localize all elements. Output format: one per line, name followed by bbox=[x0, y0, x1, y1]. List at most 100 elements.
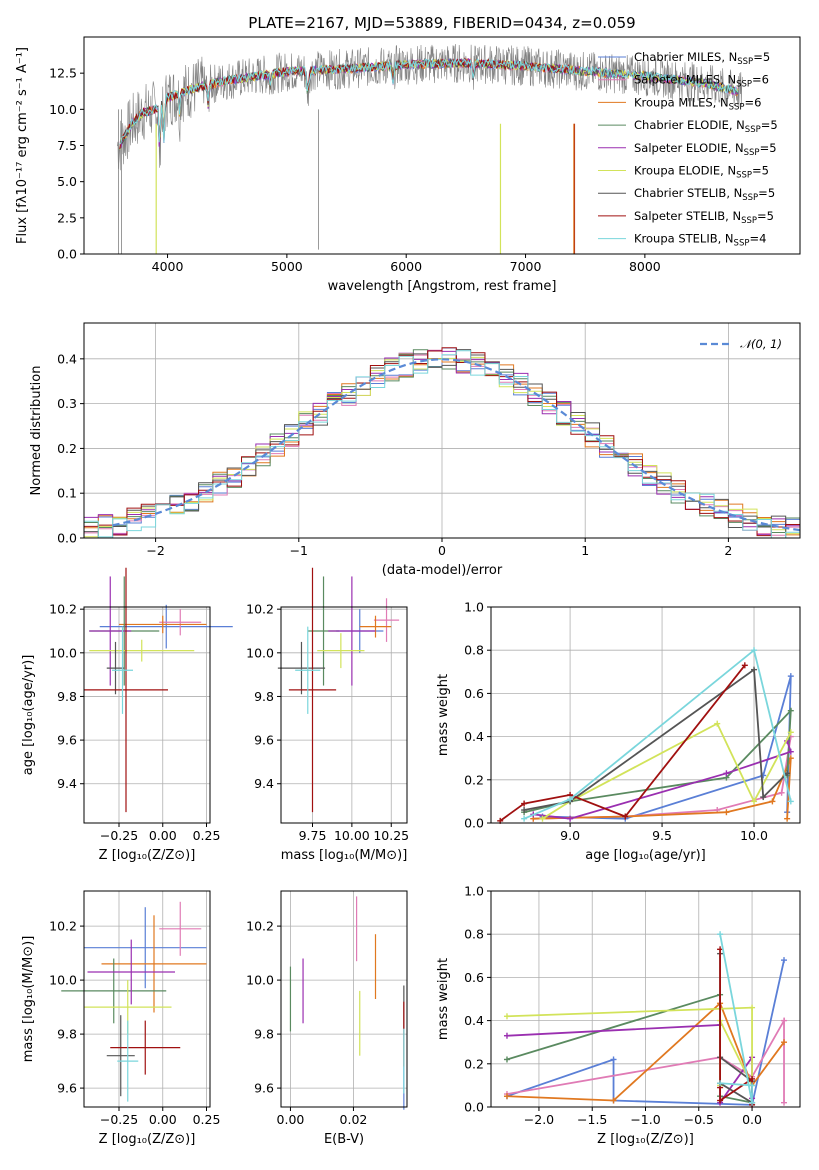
legend-eq: = bbox=[760, 141, 770, 155]
mass-weight-line bbox=[499, 664, 746, 822]
x-tick-label: 10.0 bbox=[740, 828, 768, 843]
legend-sep: , N bbox=[720, 164, 736, 178]
panel-spectrum: 4000 5000 6000 7000 8000 0.0 2.5 5.0 7.5 10.0 12.5… bbox=[15, 14, 801, 294]
y-tick-label: 9.8 bbox=[57, 1027, 77, 1042]
legend-nssp: 5 bbox=[768, 186, 775, 200]
y-tick-label: 1.0 bbox=[464, 600, 484, 615]
legend-sep: , N bbox=[729, 118, 745, 132]
legend-label: Kroupa STELIB, NSSP=4 bbox=[634, 232, 766, 249]
legend-label: Salpeter ELODIE, NSSP=5 bbox=[634, 141, 777, 158]
legend-model: Chabrier ELODIE bbox=[634, 118, 729, 132]
x-tick-label: 6000 bbox=[390, 259, 422, 274]
legend-label: Kroupa MILES, NSSP=6 bbox=[634, 95, 761, 112]
mass-weight-line bbox=[523, 648, 792, 820]
y-tick-label: 9.6 bbox=[254, 733, 274, 748]
y-tick-label: 9.8 bbox=[254, 689, 274, 704]
legend-sub: SSP bbox=[736, 80, 752, 90]
x-tick-label: 0.00 bbox=[149, 828, 177, 843]
legend-label: Kroupa ELODIE, NSSP=5 bbox=[634, 164, 769, 181]
y-axis-label: mass weight bbox=[436, 674, 451, 756]
x-tick-label: −0.25 bbox=[100, 1112, 138, 1127]
normal-curve bbox=[112, 358, 801, 532]
x-axis-label: age [log₁₀(age/yr)] bbox=[585, 848, 706, 863]
mass-weight-line bbox=[719, 934, 753, 1103]
y-axis-label: age [log₁₀(age/yr)] bbox=[21, 655, 36, 776]
y-tick-label: 0.0 bbox=[464, 1100, 484, 1115]
x-axis-label: wavelength [Angstrom, rest frame] bbox=[328, 279, 557, 294]
legend-model: Kroupa MILES bbox=[634, 95, 713, 109]
y-tick-label: 1.0 bbox=[464, 884, 484, 899]
y-tick-label: 0.6 bbox=[464, 970, 484, 985]
x-tick-label: 0.02 bbox=[340, 1112, 368, 1127]
x-tick-label: 0.00 bbox=[277, 1112, 305, 1127]
mass-weight-line bbox=[533, 757, 792, 820]
y-tick-label: 0.3 bbox=[57, 396, 77, 411]
legend-nssp: 5 bbox=[763, 50, 770, 64]
x-tick-label: −1.5 bbox=[577, 1112, 607, 1127]
legend-eq: = bbox=[753, 50, 763, 64]
x-tick-label: −1 bbox=[290, 543, 308, 558]
y-tick-label: 10.2 bbox=[49, 919, 77, 934]
y-axis-label: Normed distribution bbox=[29, 366, 44, 496]
panel-age_vs_mass: 9.75 10.00 10.25 9.4 9.6 9.8 10.0 10.2 mass [log… bbox=[246, 567, 409, 863]
axes-frame bbox=[280, 890, 408, 1108]
y-tick-label: 0.8 bbox=[464, 643, 484, 658]
y-tick-label: 0.2 bbox=[464, 1056, 484, 1071]
x-axis-label: mass [log₁₀(M/M⊙)] bbox=[281, 848, 408, 863]
y-tick-label: 0.4 bbox=[464, 1013, 484, 1028]
legend-eq: = bbox=[758, 186, 768, 200]
x-tick-label: 0.25 bbox=[193, 828, 221, 843]
y-tick-label: 0.8 bbox=[464, 927, 484, 942]
legend-sub: SSP bbox=[745, 125, 761, 135]
legend-sep: , N bbox=[726, 186, 742, 200]
y-tick-label: 9.6 bbox=[254, 1081, 274, 1096]
x-tick-label: −0.25 bbox=[100, 828, 138, 843]
mass-weight-line bbox=[523, 708, 792, 814]
axes-frame bbox=[83, 890, 211, 1108]
mass-weight-line bbox=[542, 722, 792, 820]
panel-age_vs_z: −0.25 0.00 0.25 9.4 9.6 9.8 10.0 10.2 Z [log₁₀(Z… bbox=[21, 567, 233, 863]
x-tick-label: −0.5 bbox=[684, 1112, 714, 1127]
x-tick-label: 7000 bbox=[510, 259, 542, 274]
x-tick-label: 8000 bbox=[629, 259, 661, 274]
x-tick-label: −2 bbox=[146, 543, 164, 558]
legend-eq: = bbox=[752, 73, 762, 87]
legend-sep: , N bbox=[713, 95, 729, 109]
y-tick-label: 0.1 bbox=[57, 486, 77, 501]
y-tick-label: 0.4 bbox=[464, 729, 484, 744]
x-tick-label: 10.25 bbox=[373, 828, 409, 843]
legend-sep: , N bbox=[728, 141, 744, 155]
legend-model: Salpeter MILES bbox=[634, 73, 720, 87]
legend-nssp: 4 bbox=[759, 232, 766, 246]
legend-nssp: 5 bbox=[769, 141, 776, 155]
legend-label: Salpeter STELIB, NSSP=5 bbox=[634, 209, 774, 226]
x-tick-label: 1 bbox=[581, 543, 589, 558]
y-tick-label: 10.0 bbox=[49, 645, 77, 660]
y-tick-label: 10.0 bbox=[246, 645, 274, 660]
legend-model: Chabrier MILES bbox=[634, 50, 721, 64]
y-tick-label: 0.0 bbox=[464, 816, 484, 831]
legend-sub: SSP bbox=[736, 171, 752, 181]
legend-nssp: 6 bbox=[754, 95, 761, 109]
legend-eq: = bbox=[752, 164, 762, 178]
panel-residuals: −2 −1 0 1 2 0.0 0.1 0.2 0.3 0.4 (data-model)/error… bbox=[29, 322, 801, 578]
x-tick-label: 10.00 bbox=[334, 828, 370, 843]
y-tick-label: 5.0 bbox=[57, 174, 77, 189]
axes-frame bbox=[83, 606, 211, 824]
legend-label: 𝒩(0, 1) bbox=[740, 337, 782, 351]
spectrum-model-line bbox=[119, 57, 577, 150]
axes-frame bbox=[83, 36, 801, 255]
legend-label: Chabrier STELIB, NSSP=5 bbox=[634, 186, 775, 203]
x-tick-label: 9.0 bbox=[560, 828, 580, 843]
y-tick-label: 9.4 bbox=[254, 776, 274, 791]
y-tick-label: 0.0 bbox=[57, 247, 77, 262]
x-axis-label: (data-model)/error bbox=[382, 563, 503, 578]
spectrum-data-line bbox=[117, 44, 744, 171]
x-axis-label: Z [log₁₀(Z/Z⊙)] bbox=[597, 1132, 694, 1147]
legend-model: Salpeter STELIB bbox=[634, 209, 725, 223]
legend-sep: , N bbox=[721, 50, 737, 64]
legend-sub: SSP bbox=[729, 102, 745, 112]
x-tick-label: 2 bbox=[724, 543, 732, 558]
panel-mw_vs_z: −2.0 −1.5 −1.0 −0.5 0.0 0.0 0.2 0.4 0.6 0.8 1.0 Z [… bbox=[436, 884, 801, 1147]
